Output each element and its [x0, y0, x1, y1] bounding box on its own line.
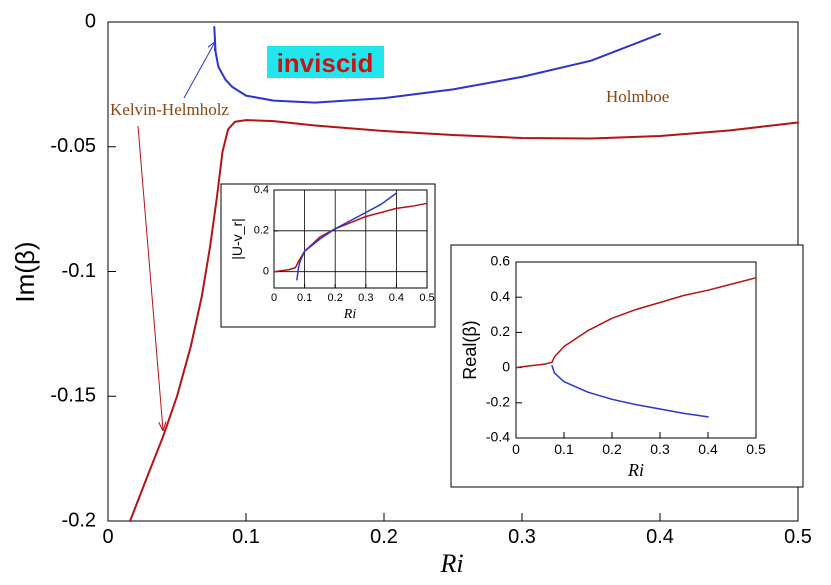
- inset2-x-tick-label-0: 0: [512, 441, 520, 457]
- inset1-x-tick-label-2: 0.2: [328, 292, 343, 304]
- main-x-axis-title: Ri: [439, 549, 463, 578]
- inset2-x-axis-title: Ri: [627, 460, 644, 480]
- inset2-y-tick-label-2: 0.2: [491, 323, 511, 339]
- kh-arrow-blue: [183, 42, 215, 99]
- main-series-red-line: [129, 119, 799, 522]
- inset2-x-tick-label-5: 0.5: [746, 441, 766, 457]
- main-y-tick-label-1: -0.05: [50, 135, 96, 157]
- inset2-y-tick-label-4: -0.2: [486, 394, 510, 410]
- inset2-x-tick-label-4: 0.4: [698, 441, 718, 457]
- inset1-y-tick-label-1: 0.2: [254, 225, 269, 237]
- main-y-tick-label-3: -0.15: [50, 385, 96, 407]
- inset2-box: [450, 244, 804, 488]
- main-series-blue-line: [213, 26, 661, 104]
- inset2-y-tick-label-0: 0.6: [491, 253, 511, 269]
- main-y-tick-label-0: 0: [85, 10, 96, 32]
- inset1-x-tick-label-1: 0.1: [297, 292, 312, 304]
- main-y-axis-title: Im(β): [10, 241, 40, 302]
- inset1-series-blue-line: [296, 192, 398, 281]
- inset2-y-tick-label-1: 0.4: [491, 288, 511, 304]
- main-x-tick-label-2: 0.2: [370, 526, 398, 548]
- main-x-tick-label-0: 0: [102, 526, 113, 548]
- holmboe-label: Holmboe: [606, 87, 669, 106]
- inset2-series-red-line: [515, 277, 757, 369]
- main-x-tick-label-1: 0.1: [232, 526, 260, 548]
- inset1-y-tick-label-0: 0: [263, 266, 269, 278]
- inset2-x-tick-label-3: 0.3: [650, 441, 670, 457]
- inset2-x-tick-label-2: 0.2: [602, 441, 622, 457]
- inset1-box: [220, 183, 436, 328]
- inset2-y-tick-label-3: 0: [502, 358, 510, 374]
- inset1-x-tick-label-5: 0.5: [419, 292, 434, 304]
- inset1-x-tick-label-4: 0.4: [389, 292, 404, 304]
- inset1-x-axis-title: Ri: [343, 307, 357, 322]
- main-x-tick-label-4: 0.4: [646, 526, 674, 548]
- inset1-y-tick-label-2: 0.4: [254, 184, 269, 196]
- inset2-y-axis-title: Real(β): [460, 320, 480, 379]
- main-x-tick-label-5: 0.5: [784, 526, 812, 548]
- inset1-x-tick-label-0: 0: [271, 292, 277, 304]
- inset2-x-tick-label-1: 0.1: [554, 441, 574, 457]
- main-y-tick-label-4: -0.2: [62, 509, 96, 531]
- inset2-series-blue-line: [551, 365, 709, 418]
- inset1-y-axis-title: |U-v_r|: [229, 218, 245, 260]
- inset1-x-tick-label-3: 0.3: [358, 292, 373, 304]
- inviscid-badge-text: inviscid: [277, 48, 374, 78]
- inset2-y-tick-label-5: -0.4: [486, 429, 510, 445]
- inset2-plot-frame: [515, 261, 757, 439]
- main-y-tick-label-2: -0.1: [62, 260, 96, 282]
- inviscid-badge-bg: [267, 46, 384, 78]
- kh-arrow-red: [137, 125, 163, 430]
- main-x-tick-label-3: 0.3: [508, 526, 536, 548]
- kelvin-helmholz-label: Kelvin-Helmholz: [110, 100, 229, 119]
